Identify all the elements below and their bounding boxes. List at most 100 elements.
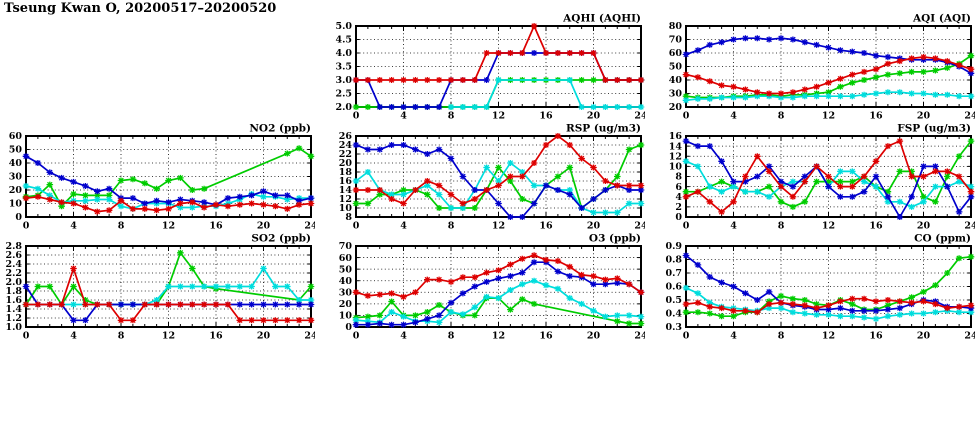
chart-no2: NO2 (ppb) 0 10 20 30 40 50 60 0 4 8 12 16 20 24 [0,122,318,232]
chart-fsp: FSP (ug/m3) 0 2 4 6 8 10 12 14 16 0 4 8 12 16 20 24 [660,122,975,232]
svg-text:0: 0 [683,221,690,232]
svg-text:8: 8 [778,331,785,342]
svg-text:4.0: 4.0 [335,48,352,59]
svg-text:FSP (ug/m3): FSP (ug/m3) [897,123,971,135]
svg-text:16: 16 [669,131,683,142]
svg-text:16: 16 [209,221,223,232]
svg-text:24: 24 [964,331,975,342]
svg-text:2: 2 [675,202,682,213]
svg-text:24: 24 [304,331,315,342]
svg-text:10: 10 [339,203,353,214]
svg-text:6: 6 [675,182,682,193]
page-title: Tseung Kwan O, 20200517–20200520 [4,1,277,16]
svg-text:22: 22 [339,149,352,160]
svg-text:0: 0 [683,331,690,342]
svg-text:16: 16 [539,221,553,232]
svg-text:16: 16 [869,331,883,342]
svg-text:2.2: 2.2 [5,268,22,279]
svg-text:24: 24 [634,331,645,342]
svg-text:16: 16 [209,331,223,342]
svg-text:70: 70 [339,241,353,252]
svg-text:50: 50 [669,62,683,73]
so2-plot: SO2 (ppb) 1.01.21.41.61.82.02.22.42.62.8 0… [5,233,318,342]
svg-text:0: 0 [23,331,30,342]
svg-text:12: 12 [162,221,175,232]
svg-text:30: 30 [339,287,353,298]
svg-text:8: 8 [118,221,125,232]
svg-text:24: 24 [964,221,975,232]
svg-text:SO2 (ppb): SO2 (ppb) [251,233,311,245]
svg-text:12: 12 [492,221,505,232]
co-plot: CO (ppm) 0.3 0.4 0.5 0.6 0.7 0.8 0.9 0 4 8 12 16 20 24 [665,233,975,342]
svg-text:8: 8 [448,221,455,232]
svg-text:O3 (ppb): O3 (ppb) [589,233,641,245]
svg-text:0: 0 [675,212,682,223]
svg-text:12: 12 [162,331,175,342]
svg-text:20: 20 [339,158,353,169]
svg-text:0: 0 [15,212,22,223]
svg-text:24: 24 [304,221,315,232]
svg-text:4: 4 [70,331,77,342]
svg-text:CO (ppm): CO (ppm) [914,233,971,245]
svg-text:20: 20 [917,221,931,232]
svg-text:0.3: 0.3 [665,322,682,333]
svg-text:2.6: 2.6 [5,250,22,261]
chart-o3: O3 (ppb) 0 10 20 30 40 50 60 70 0 4 8 12 16 20 24 [330,232,648,342]
svg-text:0: 0 [353,221,360,232]
svg-text:18: 18 [339,167,353,178]
svg-text:2.8: 2.8 [5,241,22,252]
svg-text:20: 20 [587,111,601,122]
svg-text:12: 12 [669,151,682,162]
svg-text:16: 16 [869,111,883,122]
svg-text:20: 20 [917,331,931,342]
svg-text:20: 20 [9,185,23,196]
svg-text:40: 40 [9,158,23,169]
svg-text:12: 12 [492,111,505,122]
svg-text:12: 12 [822,111,835,122]
svg-text:2.0: 2.0 [5,277,22,288]
svg-text:16: 16 [539,331,553,342]
svg-text:8: 8 [448,111,455,122]
svg-text:10: 10 [669,162,683,173]
svg-text:16: 16 [869,221,883,232]
svg-text:8: 8 [448,331,455,342]
svg-text:0.7: 0.7 [665,268,682,279]
svg-text:2.0: 2.0 [335,102,352,113]
svg-text:8: 8 [345,212,352,223]
svg-text:1.2: 1.2 [5,313,22,324]
svg-text:40: 40 [339,276,353,287]
svg-text:20: 20 [587,221,601,232]
svg-text:4: 4 [400,221,407,232]
chart-co: CO (ppm) 0.3 0.4 0.5 0.6 0.7 0.8 0.9 0 4 8 12 16 20 24 [660,232,975,342]
svg-text:14: 14 [669,141,683,152]
svg-text:80: 80 [669,21,683,32]
aqhi-plot: AQHI (AQHI) 2.0 2.5 3.0 3.5 4.0 4.5 5.0 0 4 8 12 16 2… [335,13,648,122]
svg-text:20: 20 [917,111,931,122]
svg-text:RSP (ug/m3): RSP (ug/m3) [566,123,641,135]
svg-text:8: 8 [118,331,125,342]
svg-text:14: 14 [339,185,353,196]
svg-text:0: 0 [353,111,360,122]
svg-text:50: 50 [339,264,353,275]
svg-text:4: 4 [70,221,77,232]
svg-text:60: 60 [9,131,23,142]
svg-text:8: 8 [778,111,785,122]
chart-aqhi: AQHI (AQHI) 2.0 2.5 3.0 3.5 4.0 4.5 5.0 0 4 8 12 16 2… [330,12,648,122]
svg-text:4: 4 [400,331,407,342]
svg-text:12: 12 [492,331,505,342]
svg-text:4: 4 [730,111,737,122]
svg-text:20: 20 [257,331,271,342]
svg-text:60: 60 [669,48,683,59]
svg-text:60: 60 [339,253,353,264]
svg-text:AQHI (AQHI): AQHI (AQHI) [562,13,641,25]
svg-text:16: 16 [539,111,553,122]
svg-text:10: 10 [9,199,23,210]
svg-text:26: 26 [339,131,353,142]
svg-text:20: 20 [339,299,353,310]
svg-text:0.4: 0.4 [665,309,682,320]
svg-text:20: 20 [669,102,683,113]
